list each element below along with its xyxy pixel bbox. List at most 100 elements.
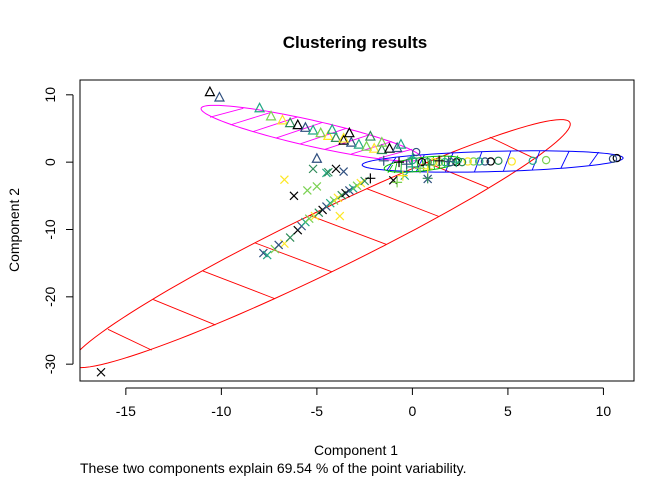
y-tick-label: 10	[42, 87, 58, 103]
point-plus	[434, 155, 445, 166]
point-cross	[325, 198, 335, 208]
y-tick-label: -20	[42, 286, 58, 306]
data-points	[96, 85, 622, 377]
point-triangle	[307, 124, 319, 135]
point-triangle	[338, 132, 350, 143]
point-cross	[308, 164, 318, 174]
point-cross	[333, 193, 343, 203]
point-triangle	[353, 138, 365, 149]
point-plus	[392, 177, 403, 188]
point-cross	[289, 191, 299, 201]
x-axis: -15 -10 -5 0 5 10	[116, 387, 612, 419]
point-plus	[422, 163, 433, 174]
point-triangle	[376, 136, 388, 147]
y-tick-label: -30	[42, 354, 58, 374]
x-tick-label: 5	[504, 403, 512, 419]
y-axis-label: Component 2	[6, 188, 22, 272]
point-triangle	[311, 152, 323, 163]
point-cross	[262, 250, 272, 260]
point-plus	[378, 155, 389, 166]
ellipse-hatch	[202, 270, 276, 300]
x-tick-label: 10	[596, 403, 612, 419]
point-triangle	[330, 131, 342, 143]
point-cross	[304, 214, 314, 224]
point-plus	[415, 163, 426, 174]
point-circle	[486, 157, 495, 166]
point-triangle	[326, 123, 338, 134]
point-cross	[329, 196, 339, 205]
ellipse-hatch	[153, 299, 216, 326]
point-cross	[339, 167, 349, 177]
point-cross	[285, 233, 295, 242]
point-circle	[412, 147, 421, 157]
ellipse-hatch	[378, 148, 413, 159]
point-circle	[417, 157, 427, 167]
point-triangle	[284, 116, 296, 128]
ellipse-hatch	[400, 161, 402, 174]
point-triangle	[376, 143, 388, 155]
point-circle	[507, 157, 516, 166]
point-triangle	[254, 101, 266, 113]
point-cross	[323, 167, 333, 177]
ellipse-hatch	[230, 111, 272, 126]
point-triangle	[265, 110, 277, 121]
variability-subtitle: These two components explain 69.54 % of …	[80, 460, 467, 476]
point-cross	[96, 367, 106, 377]
point-triangle	[345, 136, 357, 147]
point-circle	[463, 157, 472, 166]
point-circle	[469, 157, 478, 166]
point-triangle	[395, 138, 407, 149]
ellipse-hatch	[209, 107, 244, 118]
ellipse-hatch	[254, 242, 333, 273]
point-plus	[401, 159, 412, 170]
point-plus	[422, 173, 433, 184]
point-circle	[541, 155, 551, 165]
point-circle	[475, 157, 484, 166]
cluster-ellipse-plus	[383, 155, 463, 173]
y-tick-label: -10	[42, 219, 58, 239]
y-tick-label: 0	[42, 158, 58, 166]
plot-frame	[79, 79, 635, 382]
ellipse-hatch	[275, 122, 323, 139]
chart-title: Clustering results	[283, 33, 428, 52]
ellipse-hatch	[448, 155, 452, 166]
point-plus	[407, 153, 418, 164]
ellipse-hatch	[387, 164, 394, 173]
point-cross	[352, 181, 362, 191]
ellipse-hatch	[425, 161, 489, 189]
ellipse-hatch	[589, 151, 600, 166]
cluster-ellipse-circle	[361, 150, 624, 173]
point-plus	[451, 157, 462, 168]
point-cross	[322, 168, 331, 178]
point-triangle	[338, 134, 350, 145]
point-plus	[394, 157, 405, 168]
point-triangle	[322, 129, 334, 140]
ellipse-hatch	[502, 150, 512, 172]
x-tick-label: -10	[211, 403, 231, 419]
ellipse-hatch	[309, 214, 387, 245]
point-triangle	[343, 126, 355, 138]
y-axis: -30 -20 -10 0 10	[42, 87, 74, 374]
ellipse-hatch	[366, 188, 439, 217]
point-triangle	[391, 141, 403, 153]
point-cross	[348, 183, 358, 193]
x-axis-label: Component 1	[314, 442, 398, 458]
point-triangle	[361, 140, 373, 151]
point-triangle	[204, 85, 216, 97]
point-cross	[388, 175, 398, 185]
point-plus	[443, 156, 454, 167]
point-plus	[397, 170, 408, 181]
point-triangle	[213, 91, 225, 102]
point-plus	[424, 159, 435, 170]
point-triangle	[315, 126, 327, 138]
point-triangle	[364, 130, 376, 141]
point-cross	[279, 175, 289, 185]
ellipse-hatch	[489, 136, 534, 159]
cluster-ellipse-cross	[80, 119, 571, 369]
point-circle	[608, 154, 618, 163]
ellipse-hatch	[416, 158, 419, 172]
x-tick-label: -5	[311, 403, 324, 419]
point-cross	[314, 208, 324, 218]
point-cross	[312, 181, 322, 191]
point-cross	[274, 240, 284, 250]
